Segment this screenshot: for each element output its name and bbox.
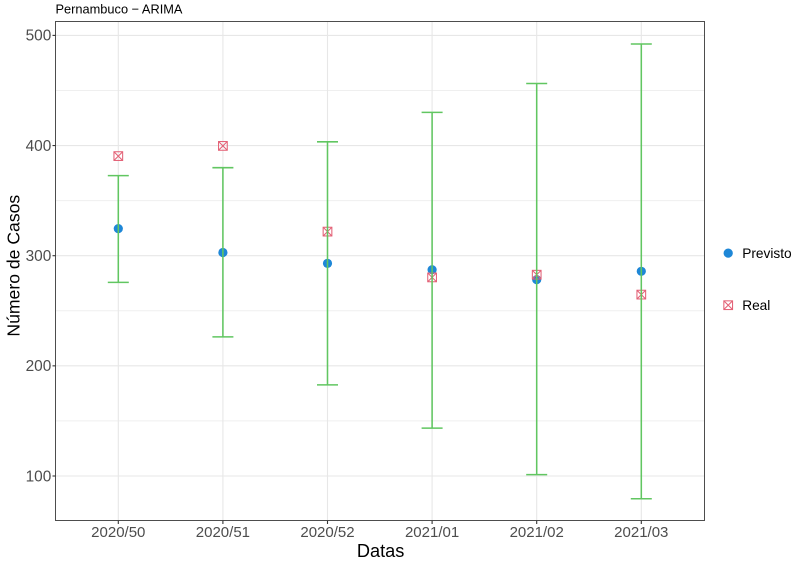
svg-text:2021/03: 2021/03 — [614, 524, 668, 541]
svg-text:300: 300 — [26, 248, 52, 265]
svg-text:2020/50: 2020/50 — [91, 524, 145, 541]
svg-text:Número de Casos: Número de Casos — [4, 195, 24, 337]
svg-text:2020/51: 2020/51 — [196, 524, 250, 541]
svg-text:Datas: Datas — [357, 541, 405, 561]
svg-text:100: 100 — [26, 468, 52, 485]
svg-text:400: 400 — [26, 138, 52, 155]
svg-text:Previsto: Previsto — [742, 246, 792, 261]
svg-text:2021/02: 2021/02 — [510, 524, 564, 541]
svg-text:2021/01: 2021/01 — [405, 524, 459, 541]
svg-text:Pernambuco − ARIMA: Pernambuco − ARIMA — [56, 2, 183, 17]
svg-text:200: 200 — [26, 358, 52, 375]
svg-text:Real: Real — [742, 298, 770, 313]
svg-text:2020/52: 2020/52 — [300, 524, 354, 541]
svg-text:500: 500 — [26, 28, 52, 45]
